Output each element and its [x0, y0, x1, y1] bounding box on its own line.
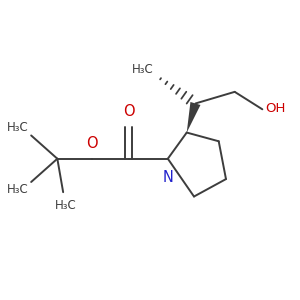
Polygon shape	[187, 102, 200, 133]
Text: H₃C: H₃C	[7, 183, 28, 196]
Text: O: O	[86, 136, 98, 152]
Text: H₃C: H₃C	[7, 121, 28, 134]
Text: OH: OH	[265, 102, 286, 115]
Text: H₃C: H₃C	[131, 63, 153, 76]
Text: O: O	[123, 104, 134, 119]
Text: N: N	[162, 170, 173, 185]
Text: H₃C: H₃C	[55, 200, 77, 212]
